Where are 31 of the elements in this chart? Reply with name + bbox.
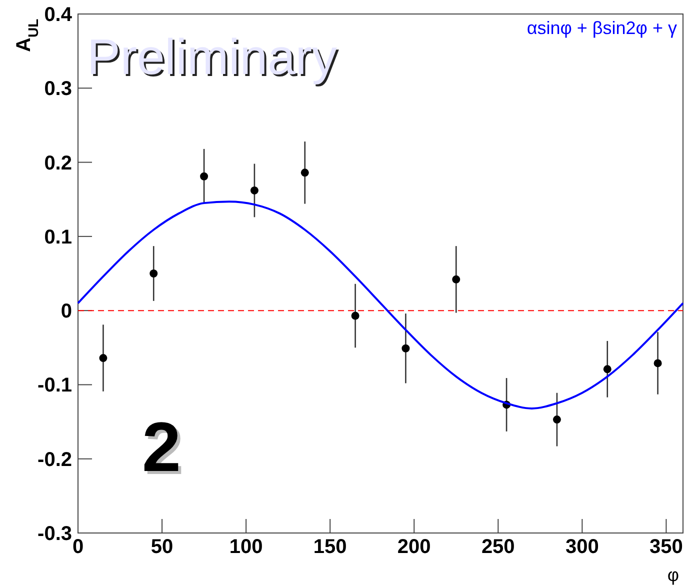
- x-tick-label: 250: [481, 536, 515, 558]
- annotation: Preliminary: [89, 31, 340, 87]
- y-tick-label: 0.1: [44, 226, 72, 248]
- annotation: 2: [145, 411, 184, 489]
- y-tick-label: -0.1: [38, 374, 72, 397]
- point: [150, 270, 158, 278]
- x-axis-title: φ: [667, 565, 679, 585]
- point: [603, 365, 612, 374]
- y-tick-label: 0.4: [44, 4, 73, 26]
- point: [552, 416, 561, 424]
- point: [99, 354, 108, 362]
- point: [402, 344, 410, 352]
- x-tick-label: 50: [150, 536, 174, 558]
- text: αsinφ + βsin2φ + γ: [526, 18, 677, 38]
- point: [452, 275, 460, 284]
- x-tick-label: 350: [650, 536, 683, 558]
- point: [250, 186, 258, 194]
- line-series: [77, 200, 684, 410]
- x-tick-label: 100: [229, 536, 263, 558]
- x-tick-label: 150: [313, 536, 347, 558]
- y-tick-label: 0.2: [44, 152, 72, 174]
- x-tick-label: 200: [397, 536, 431, 558]
- y-tick-label: -0.2: [38, 448, 72, 471]
- y-tick-label: 0.3: [44, 78, 72, 100]
- y-tick-label: 0: [60, 300, 72, 323]
- x-tick-label: 300: [565, 536, 599, 558]
- point: [300, 168, 309, 177]
- point: [351, 312, 360, 320]
- y-tick-label: -0.3: [38, 523, 72, 545]
- point: [200, 172, 208, 180]
- point: [654, 359, 662, 368]
